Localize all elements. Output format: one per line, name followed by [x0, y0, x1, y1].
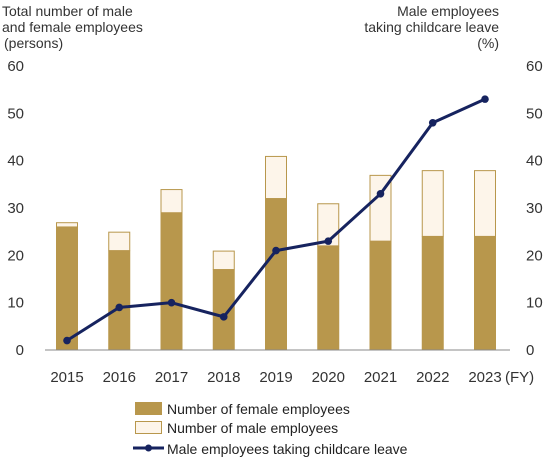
right-axis-title-line-3: (%): [477, 35, 499, 51]
left-y-tick-label: 60: [7, 58, 24, 75]
bar-male-2023: [474, 170, 496, 237]
childcare-leave-point-2021: [376, 190, 385, 198]
left-y-axis: 0 10 20 30 40 50 60: [7, 58, 24, 359]
x-axis-unit: (FY): [505, 369, 534, 386]
bar-series: [56, 155, 496, 350]
x-axis: 2015 2016 2017 2018 2019 2020 2021 2022 2023: [50, 369, 501, 386]
legend-label-leave: Male employees taking childcare leave: [167, 441, 408, 457]
x-tick-label: 2022: [416, 369, 449, 386]
bar-male-2019: [265, 155, 287, 200]
x-tick-label: 2018: [207, 369, 240, 386]
legend-swatch-male: [135, 421, 162, 434]
right-y-tick-label: 30: [526, 200, 543, 217]
x-tick-label: 2023: [468, 369, 501, 386]
legend-swatch-female: [135, 402, 162, 415]
bar-female-2021: [369, 241, 392, 350]
left-axis-title-line-3: (persons): [4, 35, 63, 51]
legend-swatch-leave-marker: [145, 444, 152, 452]
x-tick-label: 2016: [103, 369, 136, 386]
x-tick-label: 2015: [50, 369, 83, 386]
bar-female-2015: [56, 226, 78, 350]
bar-male-2022: [421, 170, 444, 237]
x-tick-label: 2017: [155, 369, 188, 386]
bar-male-2015: [56, 222, 78, 228]
bar-female-2023: [474, 236, 496, 350]
childcare-leave-point-2022: [428, 119, 437, 127]
legend-label-female: Number of female employees: [167, 401, 350, 417]
right-y-tick-label: 10: [526, 295, 543, 312]
line-series: [63, 95, 489, 345]
left-y-tick-label: 30: [7, 200, 24, 217]
left-y-tick-label: 10: [7, 295, 24, 312]
childcare-leave-point-2017: [167, 298, 176, 307]
bar-female-2019: [265, 198, 287, 350]
bar-male-2016: [108, 231, 131, 252]
childcare-leave-point-2018: [219, 313, 228, 321]
childcare-leave-point-2020: [324, 237, 333, 245]
right-axis-title-line-2: taking childcare leave: [364, 19, 499, 35]
bar-female-2016: [108, 250, 131, 350]
right-y-tick-label: 20: [526, 247, 543, 264]
bar-female-2020: [317, 245, 340, 350]
left-y-tick-label: 40: [7, 153, 24, 170]
legend-label-male: Number of male employees: [167, 420, 338, 436]
right-y-axis: 0 10 20 30 40 50 60: [526, 58, 543, 359]
x-tick-label: 2021: [364, 369, 397, 386]
bar-male-2017: [160, 189, 183, 214]
childcare-leave-point-2023: [481, 95, 489, 103]
childcare-leave-point-2019: [272, 246, 280, 255]
bar-male-2018: [212, 250, 235, 271]
right-y-tick-label: 50: [526, 105, 543, 122]
bar-male-2021: [369, 174, 392, 242]
right-y-tick-label: 60: [526, 58, 543, 75]
left-y-tick-label: 0: [16, 342, 24, 359]
x-tick-label: 2019: [259, 369, 292, 386]
left-y-tick-label: 50: [7, 105, 24, 122]
left-y-tick-label: 20: [7, 247, 24, 264]
right-y-tick-label: 0: [526, 342, 534, 359]
bar-female-2018: [212, 269, 235, 350]
legend: Number of female employees Number of mal…: [133, 401, 408, 457]
bar-female-2022: [421, 236, 444, 350]
right-y-tick-label: 40: [526, 153, 543, 170]
left-axis-title-line-1: Total number of male: [2, 3, 133, 19]
right-axis-title-line-1: Male employees: [397, 3, 499, 19]
bar-female-2017: [160, 212, 183, 350]
left-axis-title-line-2: and female employees: [2, 19, 143, 35]
childcare-leave-point-2015: [63, 336, 71, 345]
childcare-leave-point-2016: [115, 303, 124, 312]
x-tick-label: 2020: [312, 369, 345, 386]
